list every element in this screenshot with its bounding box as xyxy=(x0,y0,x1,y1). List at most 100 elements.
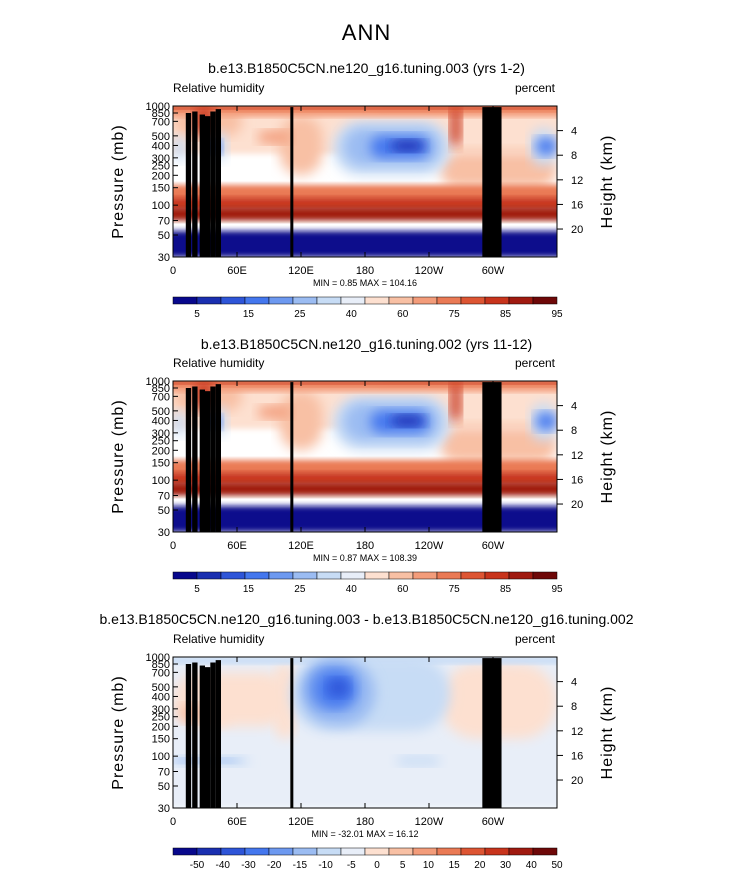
topography xyxy=(210,662,216,808)
height-tick-label: 8 xyxy=(571,701,577,713)
y-tick-label: 150 xyxy=(152,183,170,195)
colorbar-swatch xyxy=(508,571,534,580)
colorbar-label: -20 xyxy=(267,860,282,871)
y-tick-label: 850 xyxy=(152,108,170,120)
x-tick-label: 0 xyxy=(170,816,176,828)
subtitle-right: percent xyxy=(515,632,556,646)
colorbar-swatch xyxy=(292,296,318,305)
y-tick-label: 300 xyxy=(152,153,170,165)
topography xyxy=(215,109,221,257)
colorbar-label: 15 xyxy=(449,860,461,871)
panel-1-title: b.e13.B1850C5CN.ne120_g16.tuning.003 (yr… xyxy=(208,60,525,76)
contour-region xyxy=(173,410,186,436)
colorbar-label: 60 xyxy=(397,584,409,595)
contour-region xyxy=(173,459,557,477)
x-tick-label: 60W xyxy=(482,816,505,828)
min-max-text: MIN = -32.01 MAX = 16.12 xyxy=(311,829,418,839)
x-tick-label: 60W xyxy=(482,540,505,552)
colorbar-label: 25 xyxy=(294,584,306,595)
y-axis-label: Pressure (mb) xyxy=(110,124,127,238)
colorbar-swatch xyxy=(292,847,318,856)
y-tick-label: 200 xyxy=(152,170,170,182)
x-tick-label: 180 xyxy=(356,540,374,552)
colorbar-label: 95 xyxy=(551,584,563,595)
topography xyxy=(290,382,294,532)
topography xyxy=(185,387,192,532)
height-tick-label: 12 xyxy=(571,450,583,462)
y-tick-label: 700 xyxy=(152,667,170,679)
y-tick-label: 1000 xyxy=(146,101,170,113)
colorbar-swatch xyxy=(244,571,270,580)
panel-3-plot: Relative humidity percent 0 60E 120E 180 120W 6… xyxy=(110,632,616,871)
x-tick-label: 120E xyxy=(288,540,314,552)
colorbar-swatch xyxy=(484,571,510,580)
subtitle-left: Relative humidity xyxy=(173,81,264,95)
contour-region xyxy=(391,415,424,427)
height-tick-label: 12 xyxy=(571,726,583,738)
x-tick-label: 180 xyxy=(356,816,374,828)
subtitle-right: percent xyxy=(515,81,556,95)
subtitle-right: percent xyxy=(515,356,556,370)
height-tick-label: 20 xyxy=(571,224,583,236)
colorbar-swatch xyxy=(412,847,438,856)
colorbar-label: 20 xyxy=(474,860,486,871)
colorbar-label: -40 xyxy=(215,860,230,871)
colorbar-label: 40 xyxy=(346,309,358,320)
colorbar-label: -5 xyxy=(347,860,356,871)
x-tick-label: 120E xyxy=(288,265,314,277)
topography xyxy=(192,111,198,257)
colorbar-label: 5 xyxy=(194,309,200,320)
x-tick-label: 0 xyxy=(170,540,176,552)
colorbar-swatch xyxy=(388,847,414,856)
y-tick-label: 100 xyxy=(152,200,170,212)
topography xyxy=(192,386,198,532)
colorbar-swatch xyxy=(364,847,390,856)
y-tick-label: 500 xyxy=(152,131,170,143)
height-tick-label: 8 xyxy=(571,150,577,162)
topography xyxy=(199,665,205,808)
colorbar-swatch xyxy=(196,571,222,580)
colorbar-label: -30 xyxy=(241,860,256,871)
topography xyxy=(482,107,502,257)
colorbar-swatch xyxy=(508,296,534,305)
y-tick-label: 50 xyxy=(158,781,170,793)
y-axis-label-right: Height (km) xyxy=(599,686,616,780)
colorbar-swatch xyxy=(172,296,198,305)
y-tick-label: 250 xyxy=(152,436,170,448)
y-tick-label: 150 xyxy=(152,734,170,746)
topography xyxy=(205,116,211,257)
page-title: ANN xyxy=(341,20,392,45)
topography xyxy=(215,384,221,532)
colorbar-swatch xyxy=(340,571,366,580)
contour-region xyxy=(397,756,440,766)
y-tick-label: 700 xyxy=(152,391,170,403)
colorbar-swatch xyxy=(364,571,390,580)
height-tick-label: 12 xyxy=(571,175,583,187)
colorbar-swatch xyxy=(196,296,222,305)
colorbar-label: 85 xyxy=(500,309,512,320)
colorbar-label: -10 xyxy=(318,860,333,871)
height-tick-label: 16 xyxy=(571,750,583,762)
colorbar-label: 60 xyxy=(397,309,409,320)
height-tick-label: 4 xyxy=(571,401,577,413)
topography xyxy=(199,114,205,257)
colorbar-swatch xyxy=(340,847,366,856)
colorbar-swatch xyxy=(172,847,198,856)
contour-region xyxy=(173,197,557,210)
colorbar-label: 30 xyxy=(500,860,512,871)
colorbar-swatch xyxy=(412,296,438,305)
topography xyxy=(185,663,192,808)
colorbar-label: 85 xyxy=(500,584,512,595)
contour-region xyxy=(391,140,424,152)
colorbar-swatch xyxy=(460,296,486,305)
y-tick-label: 70 xyxy=(158,216,170,228)
topography xyxy=(210,111,216,257)
x-tick-label: 120W xyxy=(415,816,444,828)
colorbar-swatch xyxy=(412,571,438,580)
colorbar-label: 25 xyxy=(294,309,306,320)
subtitle-left: Relative humidity xyxy=(173,356,264,370)
y-axis-label: Pressure (mb) xyxy=(110,675,127,789)
x-tick-label: 120W xyxy=(415,540,444,552)
y-tick-label: 250 xyxy=(152,712,170,724)
colorbar-label: 15 xyxy=(243,309,255,320)
